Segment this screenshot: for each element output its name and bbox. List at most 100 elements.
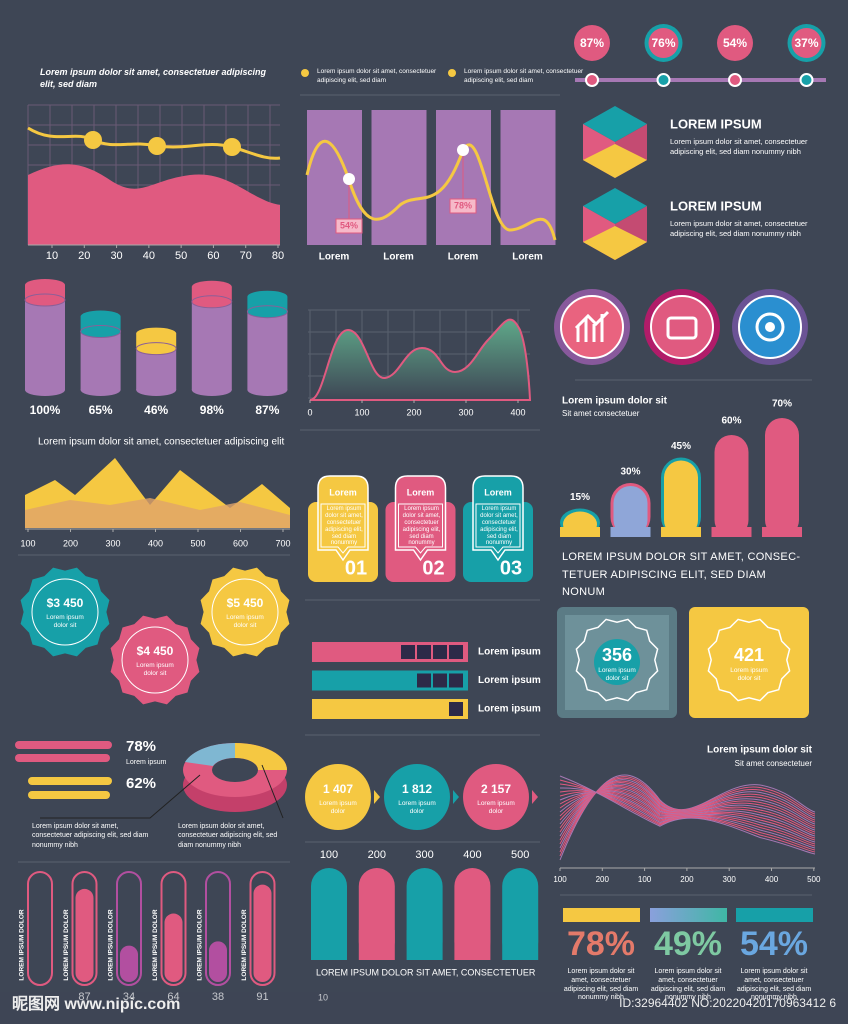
value-label: 15% (570, 492, 590, 503)
cap-rim (191, 295, 233, 309)
text: Lorem ipsum dolor (398, 800, 436, 815)
callout-dot (457, 144, 469, 156)
column-base (358, 930, 395, 960)
column (371, 110, 427, 245)
x-tick-label: 0 (307, 407, 312, 417)
arrow (453, 790, 459, 804)
bar (765, 418, 799, 537)
hex-bottom (583, 226, 647, 260)
cylinder-base (136, 384, 177, 396)
text: Lorem ipsum dolor sit amet, consectetuer… (178, 823, 278, 849)
tube-fill (120, 945, 138, 982)
x-tick-label: 40 (143, 250, 155, 262)
donut-seg (185, 742, 235, 766)
stat-value: 49% (654, 925, 722, 963)
stripe (28, 791, 110, 799)
square (449, 673, 463, 688)
title: Lorem ipsum dolor sit amet, consectetuer… (38, 437, 284, 448)
tick-label: 500 (511, 849, 529, 861)
marker (84, 131, 102, 149)
square (417, 673, 431, 688)
arrow (374, 790, 380, 804)
x-tick-label: 400 (510, 407, 525, 417)
value-label: 64 (167, 991, 179, 1003)
x-tick-label: 700 (275, 538, 290, 548)
cylinder (80, 331, 121, 390)
wave-line (559, 779, 816, 853)
bubble (317, 475, 369, 562)
x-tick-label: 300 (723, 875, 737, 884)
x-tick-label: 600 (233, 538, 248, 548)
cap-top (247, 290, 288, 303)
sublabel: Lorem ipsum (126, 759, 167, 766)
cylinder-base (25, 384, 65, 396)
bar-base (711, 527, 752, 537)
value: 1 812 (402, 782, 432, 796)
cylinder-base (247, 384, 288, 396)
bar-base (610, 527, 651, 537)
tick-label: 200 (368, 849, 386, 861)
area (309, 318, 532, 401)
stripe (15, 754, 110, 762)
square (449, 645, 463, 659)
value-label: 91 (256, 991, 268, 1003)
node (656, 73, 671, 87)
x-tick-label: 200 (63, 538, 78, 548)
stat-bar (650, 908, 727, 922)
text: Lorem ipsum dolor (319, 800, 357, 815)
text: Lorem ipsum dolor sit (226, 614, 264, 630)
text: Lorem ipsum dolor sit amet, consectetuer… (563, 968, 639, 1002)
label: 87% (580, 36, 604, 50)
node (728, 73, 742, 87)
x-tick-label: 100 (638, 875, 652, 884)
callout-dot (343, 173, 355, 185)
bubble-inner (475, 503, 521, 554)
circle (305, 764, 371, 830)
watermark: ID:32964402 NO:20220420170963412 6 (619, 996, 836, 1010)
percent-dot (574, 25, 610, 61)
title: Lorem ipsum dolor sit (707, 745, 813, 756)
text: Lorem ipsum dolor sit (730, 667, 768, 683)
tube-label: LOREM IPSUM DOLOR (197, 909, 204, 980)
value-label: 38 (212, 991, 224, 1003)
category-label: Lorem (448, 252, 479, 263)
value: 2 157 (481, 782, 511, 796)
subtitle: Sit amet consectetuer (562, 409, 640, 418)
column-base (502, 930, 539, 960)
arrow (532, 790, 538, 804)
caption: LOREM IPSUM DOLOR SIT AMET, CONSECTETUER (316, 967, 536, 977)
number: 01 (345, 557, 367, 579)
title: Lorem ipsum dolor sit (562, 396, 668, 407)
marker (223, 138, 241, 156)
category-label: Lorem (319, 252, 350, 263)
x-tick-label: 70 (240, 250, 252, 262)
x-tick-label: 30 (110, 250, 122, 262)
bar-base (661, 527, 701, 537)
x-tick-label: 50 (175, 250, 187, 262)
bar-base (762, 527, 802, 537)
text: Lorem ipsum dolor sit (598, 667, 636, 683)
badge-ring (211, 578, 279, 646)
value-label: 60% (721, 416, 741, 427)
bar (613, 486, 648, 537)
badge-ring (31, 578, 99, 646)
stamp-core (594, 639, 640, 685)
square (401, 645, 415, 659)
bar-base (560, 527, 600, 537)
label: 76% (651, 36, 675, 50)
text: Lorem ipsum dolor sit amet, consectetuer… (317, 68, 437, 84)
tube-label: LOREM IPSUM DOLOR (152, 909, 159, 980)
icon (650, 295, 714, 359)
icon-glyph (765, 322, 775, 332)
footer: 10 (318, 992, 328, 1002)
wave-line (559, 775, 816, 855)
badge (20, 567, 110, 657)
column-base (406, 930, 443, 960)
cylinder (191, 301, 232, 390)
circle (463, 764, 529, 830)
x-tick-label: 60 (207, 250, 219, 262)
value-label: 30% (620, 467, 640, 478)
tube (160, 871, 187, 986)
value-label: 87 (78, 991, 90, 1003)
tick-label: 300 (415, 849, 433, 861)
